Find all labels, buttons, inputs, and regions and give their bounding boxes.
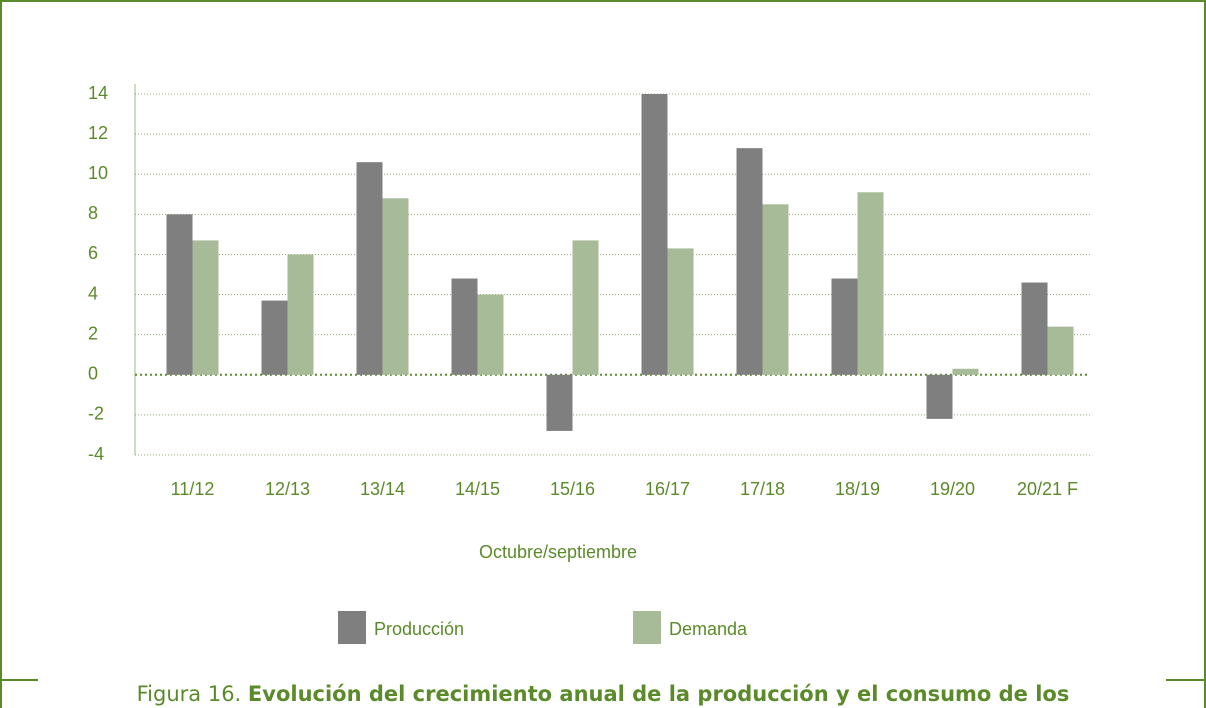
bar [762, 204, 789, 375]
caption-label: Figura 16. [137, 682, 242, 706]
x-tick-label: 16/17 [645, 479, 690, 499]
bar [926, 374, 953, 419]
legend-label: Demanda [669, 619, 748, 639]
x-tick-label: 19/20 [930, 479, 975, 499]
y-tick-label: 10 [88, 163, 108, 183]
y-tick-label: 0 [88, 364, 98, 384]
bar [477, 294, 504, 375]
y-tick-label: -2 [88, 404, 104, 424]
bar [192, 240, 219, 375]
bar [736, 148, 763, 375]
bar [451, 278, 478, 375]
legend-swatch [633, 611, 661, 644]
bar [667, 248, 694, 375]
y-tick-label: -4 [88, 444, 104, 464]
bar [952, 368, 979, 375]
bar [831, 278, 858, 375]
bar [166, 214, 193, 375]
y-tick-label: 2 [88, 323, 98, 343]
x-tick-label: 11/12 [171, 479, 215, 499]
bar [1047, 326, 1074, 375]
bar [572, 240, 599, 375]
x-tick-label: 18/19 [835, 479, 880, 499]
legend-label: Producción [374, 619, 464, 639]
x-tick-label: 12/13 [265, 479, 310, 499]
bar [382, 198, 409, 375]
bar [356, 162, 383, 375]
legend-swatch [338, 611, 366, 644]
bar [546, 374, 573, 431]
x-tick-label: 15/16 [550, 479, 595, 499]
bar [261, 300, 288, 375]
bar [287, 254, 314, 375]
bar [1021, 282, 1048, 375]
caption-title: Evolución del crecimiento anual de la pr… [248, 682, 1069, 706]
x-tick-label: 17/18 [740, 479, 785, 499]
y-tick-label: 4 [88, 283, 98, 303]
y-tick-label: 8 [88, 203, 98, 223]
y-tick-label: 14 [88, 83, 108, 103]
x-tick-label: 13/14 [360, 479, 405, 499]
bar [641, 94, 668, 375]
x-tick-label: 20/21 F [1017, 479, 1078, 499]
x-axis-label: Octubre/septiembre [479, 542, 637, 562]
x-tick-label: 14/15 [455, 479, 500, 499]
y-tick-label: 12 [88, 123, 108, 143]
caption: Figura 16. Evolución del crecimiento anu… [137, 682, 1070, 706]
bar [857, 192, 884, 375]
y-tick-label: 6 [88, 243, 98, 263]
